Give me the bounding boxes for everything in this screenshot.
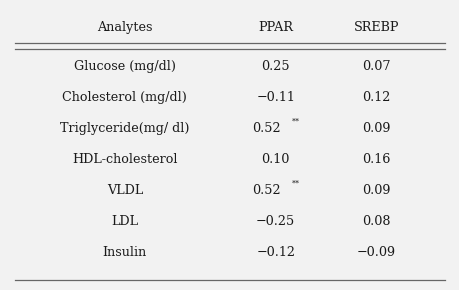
Text: −0.12: −0.12 [256,246,295,259]
Text: **: ** [291,118,300,126]
Text: VLDL: VLDL [106,184,143,197]
Text: Insulin: Insulin [102,246,146,259]
Text: 0.52: 0.52 [252,122,280,135]
Text: SREBP: SREBP [353,21,398,34]
Text: 0.07: 0.07 [361,59,390,72]
Text: 0.08: 0.08 [361,215,390,228]
Text: 0.09: 0.09 [361,122,390,135]
Text: Glucose (mg/dl): Glucose (mg/dl) [74,59,175,72]
Text: 0.10: 0.10 [261,153,289,166]
Text: 0.25: 0.25 [261,59,290,72]
Text: HDL-cholesterol: HDL-cholesterol [72,153,177,166]
Text: 0.16: 0.16 [361,153,390,166]
Text: Triglyceride(mg/ dl): Triglyceride(mg/ dl) [60,122,189,135]
Text: PPAR: PPAR [257,21,292,34]
Text: 0.52: 0.52 [252,184,280,197]
Text: −0.09: −0.09 [356,246,395,259]
Text: −0.25: −0.25 [256,215,295,228]
Text: Cholesterol (mg/dl): Cholesterol (mg/dl) [62,90,187,104]
Text: Analytes: Analytes [97,21,152,34]
Text: LDL: LDL [111,215,138,228]
Text: **: ** [291,180,300,188]
Text: 0.09: 0.09 [361,184,390,197]
Text: 0.12: 0.12 [361,90,390,104]
Text: −0.11: −0.11 [256,90,295,104]
